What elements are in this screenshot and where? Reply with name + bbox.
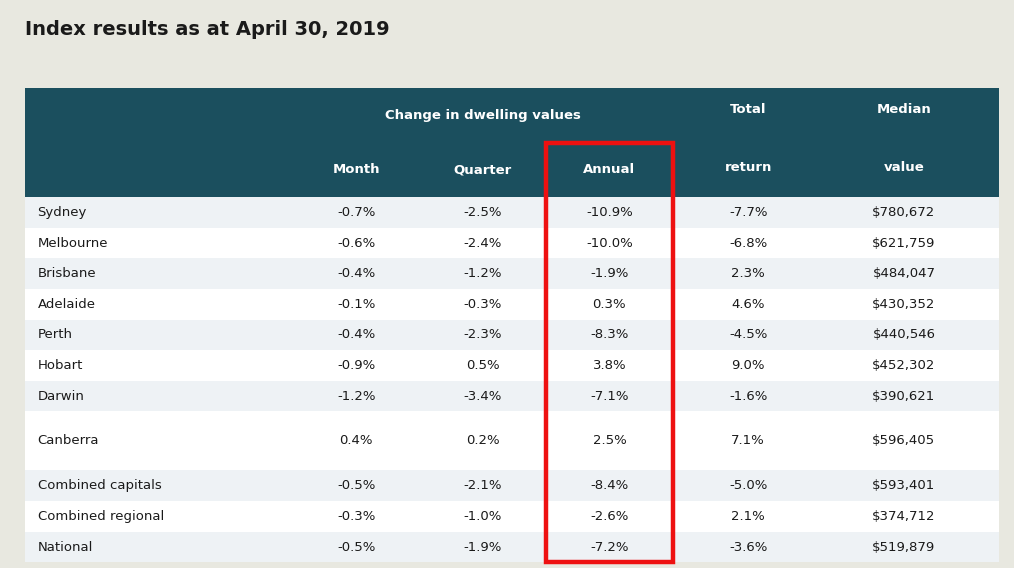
Text: -4.5%: -4.5%: [729, 328, 768, 341]
Text: -0.7%: -0.7%: [337, 206, 375, 219]
Text: 0.2%: 0.2%: [466, 435, 500, 448]
Text: Melbourne: Melbourne: [38, 236, 108, 249]
Text: -8.3%: -8.3%: [590, 328, 629, 341]
Text: -10.0%: -10.0%: [586, 236, 633, 249]
Text: -8.4%: -8.4%: [590, 479, 629, 492]
Text: $390,621: $390,621: [872, 390, 936, 403]
Text: -1.2%: -1.2%: [337, 390, 375, 403]
Text: $519,879: $519,879: [872, 541, 936, 553]
Text: -7.1%: -7.1%: [590, 390, 629, 403]
Bar: [25, 470, 999, 501]
Text: $596,405: $596,405: [872, 435, 936, 448]
Bar: [25, 532, 999, 562]
Text: -2.6%: -2.6%: [590, 510, 629, 523]
Text: -10.9%: -10.9%: [586, 206, 633, 219]
Text: 2.5%: 2.5%: [592, 435, 627, 448]
Text: Adelaide: Adelaide: [38, 298, 95, 311]
Text: Combined capitals: Combined capitals: [38, 479, 161, 492]
Text: $374,712: $374,712: [872, 510, 936, 523]
Text: -1.9%: -1.9%: [590, 267, 629, 280]
Text: -2.5%: -2.5%: [463, 206, 502, 219]
Bar: [25, 501, 999, 532]
Text: 0.4%: 0.4%: [340, 435, 373, 448]
Text: 0.3%: 0.3%: [592, 298, 627, 311]
Text: Canberra: Canberra: [38, 435, 99, 448]
Text: Quarter: Quarter: [453, 164, 512, 176]
Bar: [25, 88, 999, 143]
Text: -7.7%: -7.7%: [729, 206, 768, 219]
Bar: [25, 381, 999, 411]
Text: -1.0%: -1.0%: [463, 510, 502, 523]
Text: -0.5%: -0.5%: [337, 541, 375, 553]
Text: Perth: Perth: [38, 328, 73, 341]
Text: Change in dwelling values: Change in dwelling values: [385, 109, 581, 122]
Text: -3.6%: -3.6%: [729, 541, 768, 553]
Text: -0.3%: -0.3%: [337, 510, 375, 523]
Text: $430,352: $430,352: [872, 298, 936, 311]
Text: -0.3%: -0.3%: [463, 298, 502, 311]
Text: -0.1%: -0.1%: [337, 298, 375, 311]
Text: -2.4%: -2.4%: [463, 236, 502, 249]
Text: -1.6%: -1.6%: [729, 390, 768, 403]
Text: 9.0%: 9.0%: [731, 359, 765, 372]
Text: -5.0%: -5.0%: [729, 479, 768, 492]
Text: $621,759: $621,759: [872, 236, 936, 249]
Text: Hobart: Hobart: [38, 359, 83, 372]
Text: value: value: [883, 161, 924, 174]
Text: -0.4%: -0.4%: [338, 328, 375, 341]
Text: 3.8%: 3.8%: [592, 359, 627, 372]
Text: Median: Median: [876, 103, 931, 116]
Bar: [25, 411, 999, 470]
Text: $593,401: $593,401: [872, 479, 936, 492]
Text: -0.4%: -0.4%: [338, 267, 375, 280]
Bar: [25, 350, 999, 381]
Text: -1.9%: -1.9%: [463, 541, 502, 553]
Text: 0.5%: 0.5%: [466, 359, 500, 372]
Text: $484,047: $484,047: [872, 267, 935, 280]
Text: Darwin: Darwin: [38, 390, 84, 403]
Text: Sydney: Sydney: [38, 206, 87, 219]
Text: 7.1%: 7.1%: [731, 435, 765, 448]
Text: 2.3%: 2.3%: [731, 267, 765, 280]
Bar: [25, 197, 999, 228]
Text: -0.6%: -0.6%: [338, 236, 375, 249]
Text: Combined regional: Combined regional: [38, 510, 164, 523]
Text: -7.2%: -7.2%: [590, 541, 629, 553]
Text: $440,546: $440,546: [872, 328, 935, 341]
Text: -6.8%: -6.8%: [729, 236, 768, 249]
Text: Index results as at April 30, 2019: Index results as at April 30, 2019: [25, 20, 390, 39]
Bar: [25, 289, 999, 320]
Text: Brisbane: Brisbane: [38, 267, 96, 280]
Text: -0.9%: -0.9%: [338, 359, 375, 372]
Text: return: return: [724, 161, 772, 174]
Text: 2.1%: 2.1%: [731, 510, 765, 523]
Bar: [25, 258, 999, 289]
Text: -2.3%: -2.3%: [463, 328, 502, 341]
Text: 4.6%: 4.6%: [731, 298, 765, 311]
Text: $452,302: $452,302: [872, 359, 936, 372]
Bar: [25, 143, 999, 197]
Text: -2.1%: -2.1%: [463, 479, 502, 492]
Text: Month: Month: [333, 164, 380, 176]
Bar: [25, 470, 999, 499]
Text: Total: Total: [730, 103, 767, 116]
Text: -3.4%: -3.4%: [463, 390, 502, 403]
Bar: [547, 143, 672, 562]
Bar: [25, 228, 999, 258]
Text: Annual: Annual: [583, 164, 636, 176]
Text: -1.2%: -1.2%: [463, 267, 502, 280]
Text: National: National: [38, 541, 93, 553]
Text: $780,672: $780,672: [872, 206, 936, 219]
Bar: [25, 320, 999, 350]
Text: -0.5%: -0.5%: [337, 479, 375, 492]
